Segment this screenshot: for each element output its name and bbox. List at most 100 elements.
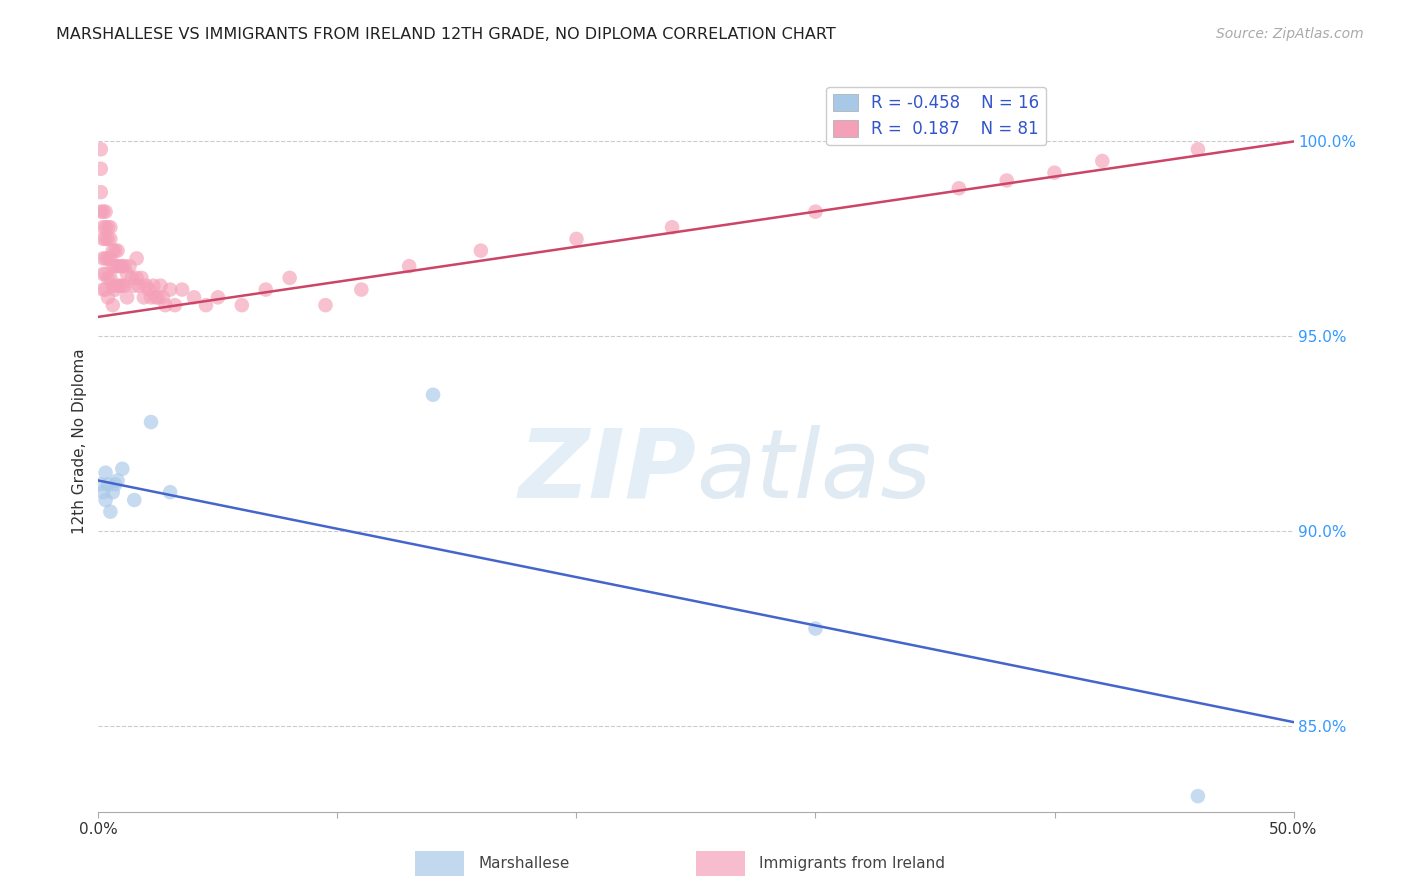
Point <box>128 278 150 293</box>
Point <box>565 232 588 246</box>
Point <box>152 290 174 304</box>
Point <box>91 204 114 219</box>
Point <box>94 232 117 246</box>
Point <box>90 204 112 219</box>
Point <box>149 278 172 293</box>
Text: Source: ZipAtlas.com: Source: ZipAtlas.com <box>1216 27 1364 41</box>
Point <box>94 466 117 480</box>
Point <box>91 220 114 235</box>
Point <box>159 283 181 297</box>
Point <box>231 298 253 312</box>
Point <box>118 259 141 273</box>
Point <box>148 290 170 304</box>
Point <box>155 298 177 312</box>
Point <box>97 232 120 246</box>
Point <box>94 283 117 297</box>
Point <box>139 290 162 304</box>
Point <box>101 485 124 500</box>
Point <box>97 271 120 285</box>
Point <box>111 278 134 293</box>
Point <box>90 477 112 491</box>
Point <box>661 220 683 235</box>
Point <box>107 474 129 488</box>
Point <box>94 252 117 266</box>
Point <box>115 267 138 281</box>
Point <box>124 493 146 508</box>
Point <box>315 298 337 312</box>
Point <box>207 290 229 304</box>
Point <box>1043 166 1066 180</box>
Point <box>91 267 114 281</box>
Point <box>104 477 127 491</box>
Point <box>124 278 146 293</box>
Text: Immigrants from Ireland: Immigrants from Ireland <box>759 856 945 871</box>
Point <box>163 298 186 312</box>
Point <box>107 278 129 293</box>
Point <box>131 271 153 285</box>
Point <box>111 462 134 476</box>
Point <box>1187 142 1209 156</box>
Point <box>104 244 127 258</box>
Point <box>254 283 277 297</box>
Point <box>94 493 117 508</box>
Point <box>114 259 136 273</box>
Point <box>138 283 160 297</box>
Point <box>108 278 131 293</box>
Point <box>125 252 148 266</box>
Point <box>125 271 148 285</box>
Point <box>97 252 120 266</box>
Point <box>91 485 114 500</box>
Point <box>90 161 112 176</box>
Point <box>422 388 444 402</box>
Point <box>91 283 114 297</box>
Point <box>91 232 114 246</box>
Point <box>172 283 194 297</box>
Point <box>1091 153 1114 168</box>
Point <box>948 181 970 195</box>
Text: atlas: atlas <box>696 425 931 517</box>
Point <box>98 271 122 285</box>
Point <box>132 290 155 304</box>
Point <box>101 259 124 273</box>
Point <box>97 220 120 235</box>
Point <box>94 267 117 281</box>
Point <box>804 622 827 636</box>
Point <box>114 278 136 293</box>
Text: Marshallese: Marshallese <box>478 856 569 871</box>
Point <box>101 298 124 312</box>
Point <box>90 185 112 199</box>
Text: ZIP: ZIP <box>517 425 696 517</box>
Point <box>135 278 157 293</box>
Point <box>350 283 373 297</box>
Point <box>97 477 120 491</box>
Point <box>107 259 129 273</box>
Point <box>278 271 301 285</box>
Point <box>91 252 114 266</box>
Point <box>94 204 117 219</box>
Point <box>101 278 124 293</box>
Point <box>115 290 138 304</box>
Point <box>104 283 127 297</box>
Point <box>101 244 124 258</box>
Point <box>121 271 143 285</box>
Point <box>98 505 122 519</box>
Point <box>108 259 131 273</box>
Point <box>145 290 167 304</box>
Legend: R = -0.458    N = 16, R =  0.187    N = 81: R = -0.458 N = 16, R = 0.187 N = 81 <box>827 87 1046 145</box>
Point <box>1187 789 1209 804</box>
Point <box>995 173 1018 187</box>
Point <box>183 290 205 304</box>
Point <box>804 204 827 219</box>
Point <box>194 298 218 312</box>
Point <box>104 259 127 273</box>
Point <box>98 252 122 266</box>
Y-axis label: 12th Grade, No Diploma: 12th Grade, No Diploma <box>72 349 87 534</box>
Point <box>159 485 181 500</box>
Point <box>142 278 165 293</box>
Point <box>90 142 112 156</box>
Point <box>398 259 420 273</box>
Text: MARSHALLESE VS IMMIGRANTS FROM IRELAND 12TH GRADE, NO DIPLOMA CORRELATION CHART: MARSHALLESE VS IMMIGRANTS FROM IRELAND 1… <box>56 27 837 42</box>
Point <box>98 232 122 246</box>
Point <box>111 259 134 273</box>
Point <box>470 244 492 258</box>
